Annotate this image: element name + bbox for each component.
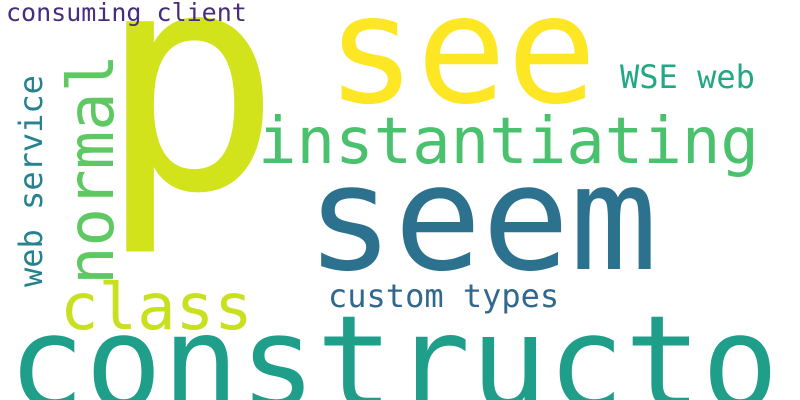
word-seem: seem: [306, 134, 658, 304]
word-wse-web: WSE web: [620, 58, 755, 96]
word-custom-types: custom types: [328, 277, 560, 315]
word-normal: normal: [55, 53, 129, 285]
word-p: p: [98, 0, 282, 260]
word-web-service: web service: [12, 75, 50, 287]
word-instantiating: instantiating: [258, 105, 759, 179]
word-class: class: [60, 271, 253, 345]
word-consuming-client: consuming client: [6, 0, 247, 27]
word-see: see: [326, 0, 597, 138]
word-constructor: constructor: [8, 289, 800, 400]
